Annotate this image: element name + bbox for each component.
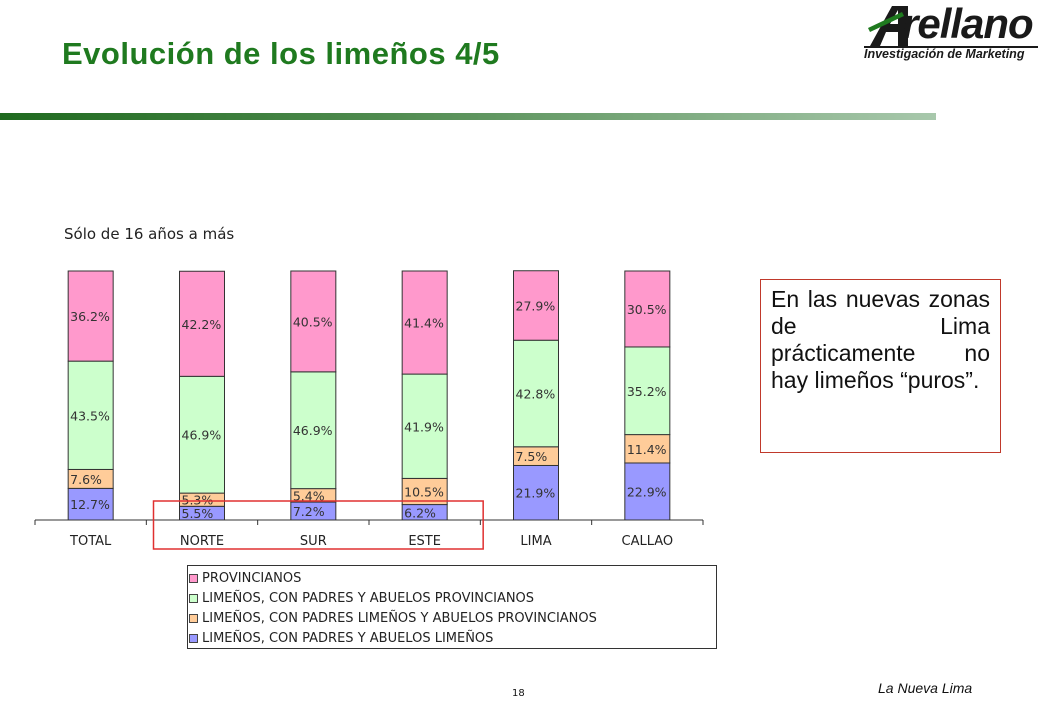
data-label: 7.6% (70, 472, 102, 487)
data-label: 35.2% (627, 384, 667, 399)
bar-segment-norte-3 (179, 270, 225, 377)
bar-segment-lima-2 (513, 339, 559, 448)
highlight-layer (152, 500, 484, 550)
legend-label: LIMEÑOS, CON PADRES Y ABUELOS LIMEÑOS (202, 630, 494, 646)
bar-segment-lima-3 (513, 270, 559, 341)
bar-segment-callao-1 (624, 434, 671, 464)
data-label: 46.9% (182, 428, 222, 443)
axis-layer: TOTAL NORTE SUR ESTE LIMA CALLAO (34, 519, 704, 549)
bar-segment-norte-2 (179, 375, 225, 494)
data-label: 43.5% (70, 408, 110, 423)
data-label: 41.9% (404, 419, 444, 434)
bar-segment-callao-3 (624, 270, 671, 348)
legend-swatch (189, 573, 198, 583)
data-label: 11.4% (627, 442, 667, 457)
data-label: 42.8% (516, 387, 556, 402)
logo-tagline: Investigación de Marketing (864, 47, 1025, 61)
legend-item: LIMEÑOS, CON PADRES Y ABUELOS LIMEÑOS (188, 628, 716, 648)
chart-legend: PROVINCIANOS LIMEÑOS, CON PADRES Y ABUELO… (187, 565, 717, 649)
legend-swatch (189, 613, 198, 623)
arellano-logo (864, 6, 1038, 48)
logo-wordmark: rellano (902, 0, 1034, 47)
highlight-box (152, 500, 484, 550)
bar-segment-callao-0 (624, 462, 671, 521)
legend-label: LIMEÑOS, CON PADRES Y ABUELOS PROVINCIAN… (202, 590, 535, 606)
data-label: 6.2% (404, 505, 436, 520)
data-label: 36.2% (70, 309, 110, 324)
legend-swatch (189, 633, 198, 643)
data-label: 41.4% (404, 316, 444, 331)
data-label: 5.4% (293, 488, 325, 503)
bar-segment-este-2 (401, 373, 448, 479)
data-labels-layer: 12.7% 7.6% 43.5% 36.2% 5.5%5.3% 46.9% 42.2% 7.2… (70, 298, 666, 521)
x-tick-label: NORTE (180, 534, 224, 549)
chart-subtitle: Sólo de 16 años a más (64, 225, 235, 243)
bar-segment-callao-2 (624, 346, 671, 436)
data-label: 5.5% (182, 506, 214, 521)
callout-box: En las nuevas zonas de Lima prácticament… (760, 279, 1001, 453)
x-tick-label: CALLAO (622, 534, 674, 549)
x-tick-label: ESTE (408, 534, 441, 549)
x-tick-label: TOTAL (69, 534, 112, 549)
x-tick-label: SUR (300, 534, 327, 549)
data-label: 42.2% (182, 317, 222, 332)
bar-segment-sur-2 (290, 371, 337, 490)
footer-text: La Nueva Lima (878, 680, 973, 696)
x-tick-label: LIMA (520, 534, 551, 549)
title-divider (0, 113, 936, 120)
data-label: 21.9% (516, 486, 556, 501)
page-number: 18 (512, 688, 525, 699)
slide-title: Evolución de los limeños 4/5 (62, 36, 500, 71)
legend-label: LIMEÑOS, CON PADRES LIMEÑOS Y ABUELOS PR… (202, 610, 597, 626)
bars-layer (67, 270, 671, 521)
data-label: 7.5% (516, 449, 548, 464)
legend-item: LIMEÑOS, CON PADRES LIMEÑOS Y ABUELOS PR… (188, 608, 716, 628)
bar-segment-sur-3 (290, 270, 337, 373)
data-label: 10.5% (404, 484, 444, 499)
stacked-bar-chart: TOTAL NORTE SUR ESTE LIMA CALLAO 12.7% 7.6% 43.… (34, 270, 704, 550)
data-label: 46.9% (293, 423, 333, 438)
data-label: 5.3% (182, 493, 214, 508)
data-label: 7.2% (293, 504, 325, 519)
data-label: 27.9% (516, 298, 556, 313)
legend-item: PROVINCIANOS (188, 568, 716, 588)
data-label: 40.5% (293, 314, 333, 329)
legend-swatch (189, 593, 198, 603)
data-label: 30.5% (627, 302, 667, 317)
data-label: 22.9% (627, 484, 667, 499)
bar-segment-este-3 (401, 270, 448, 375)
legend-label: PROVINCIANOS (202, 570, 302, 586)
bar-segment-total-3 (67, 270, 114, 362)
legend-item: LIMEÑOS, CON PADRES Y ABUELOS PROVINCIAN… (188, 588, 716, 608)
data-label: 12.7% (70, 497, 110, 512)
